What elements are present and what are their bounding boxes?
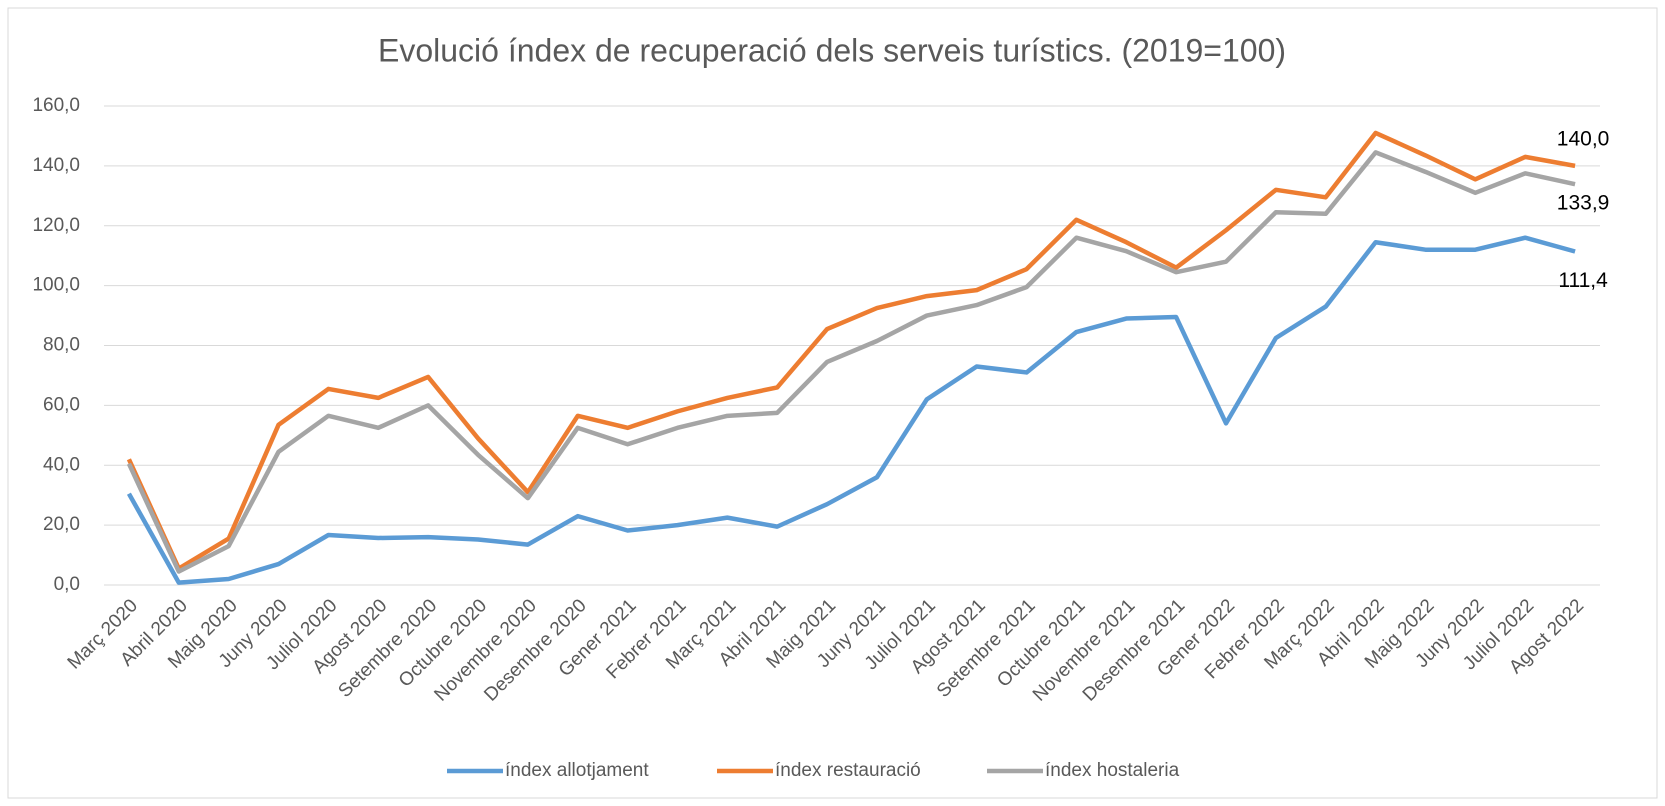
y-tick-label: 140,0 — [32, 155, 80, 176]
y-tick-label: 120,0 — [32, 215, 80, 236]
data-label: 133,9 — [1557, 192, 1610, 215]
legend-label: índex restauració — [775, 760, 921, 781]
series-line — [126, 235, 1576, 585]
y-tick-label: 0,0 — [54, 574, 80, 595]
y-tick-label: 40,0 — [43, 454, 80, 475]
series-line — [126, 130, 1576, 571]
y-tick-label: 20,0 — [43, 514, 80, 535]
y-tick-label: 80,0 — [43, 335, 80, 356]
chart-border — [7, 7, 1658, 799]
data-label: 140,0 — [1557, 127, 1610, 150]
chart-title: Evolució índex de recuperació dels serve… — [378, 32, 1286, 68]
series-line — [126, 150, 1576, 574]
legend-label: índex allotjament — [505, 760, 649, 781]
y-tick-label: 60,0 — [43, 394, 80, 415]
data-label: 111,4 — [1558, 269, 1608, 292]
y-tick-label: 160,0 — [32, 95, 80, 116]
y-tick-label: 100,0 — [32, 275, 80, 296]
legend-label: índex hostaleria — [1045, 760, 1180, 781]
